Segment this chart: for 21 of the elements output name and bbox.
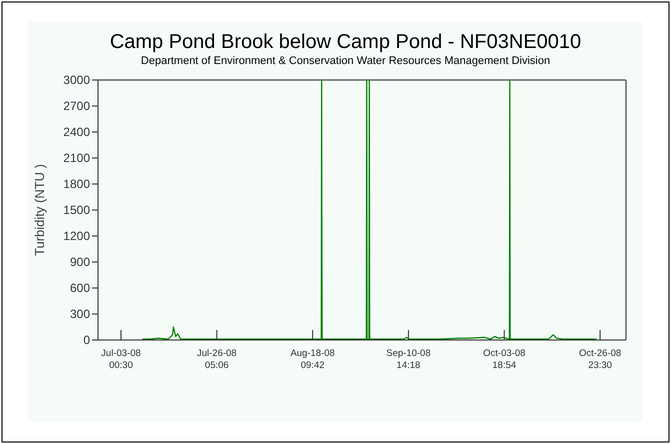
x-tick-label: Sep-10-08 14:18 bbox=[386, 348, 431, 371]
y-tick-label: 0 bbox=[83, 333, 90, 348]
y-tick-label: 2400 bbox=[63, 125, 90, 140]
chart-subtitle: Department of Environment & Conservation Water Resources Management Division bbox=[140, 55, 550, 67]
y-tick-label: 1800 bbox=[63, 177, 90, 192]
line-series bbox=[142, 79, 598, 340]
y-tick-label: 2100 bbox=[63, 151, 90, 166]
x-tick-label: Jul-03-08 00:30 bbox=[101, 348, 141, 371]
y-tick-label: 2700 bbox=[63, 99, 90, 114]
y-tick-label: 600 bbox=[70, 281, 90, 296]
y-tick-label: 1200 bbox=[63, 229, 90, 244]
y-tick-label: 900 bbox=[70, 255, 90, 270]
y-tick-label: 300 bbox=[70, 307, 90, 322]
y-tick-label: 1500 bbox=[63, 203, 90, 218]
x-tick-label: Jul-26-08 05:06 bbox=[197, 348, 237, 371]
chart-title: Camp Pond Brook below Camp Pond - NF03NE0010 bbox=[110, 31, 582, 53]
x-tick-label: Oct-26-08 23:30 bbox=[578, 348, 622, 371]
y-tick-label: 3000 bbox=[63, 73, 90, 88]
x-tick-label: Oct-03-08 18:54 bbox=[483, 348, 526, 371]
y-axis-title: Turbidity (NTU ) bbox=[32, 164, 47, 256]
x-tick-label: Aug-18-08 09:42 bbox=[290, 348, 335, 371]
